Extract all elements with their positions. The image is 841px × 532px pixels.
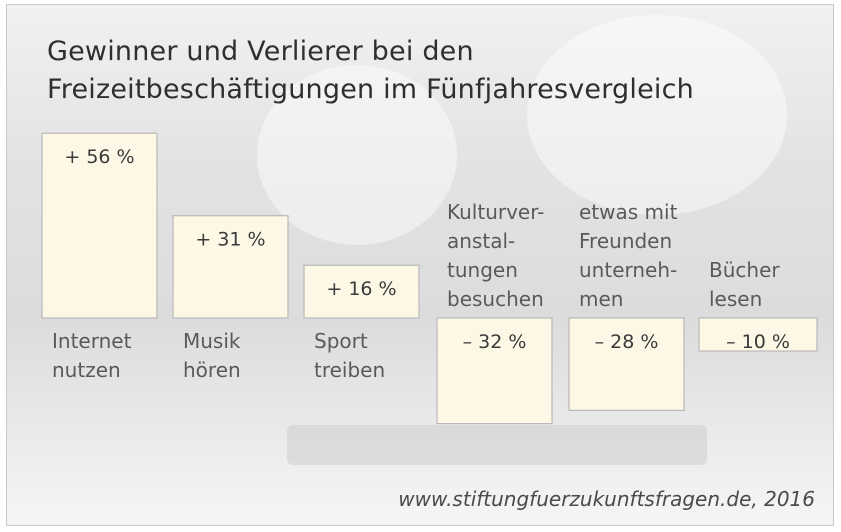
category-label-6-line-2: lesen (709, 287, 762, 311)
category-label-4-line-2: anstal- (447, 229, 515, 253)
chart-title-line-2: Freizeitbeschäftigungen im Fünfjahresver… (47, 74, 694, 105)
background-laptop (287, 425, 707, 465)
category-label-6-line-1: Bücher (709, 258, 780, 282)
value-label-6: – 10 % (726, 331, 790, 353)
category-label-3-line-1: Sport (314, 329, 368, 353)
category-label-1-line-1: Internet (52, 329, 132, 353)
background-blur-2 (527, 15, 787, 215)
category-label-5-line-3: unterneh- (579, 258, 677, 282)
bar-5 (568, 317, 685, 412)
category-label-5-line-2: Freunden (579, 229, 672, 253)
bar-4 (436, 317, 553, 425)
category-label-3: Sport treiben (314, 329, 385, 382)
chart-title: Gewinner und Verlierer bei den Freizeitb… (47, 33, 807, 109)
bar-2 (172, 215, 289, 319)
category-label-2-line-1: Musik (183, 329, 241, 353)
value-label-3: + 16 % (326, 278, 396, 300)
category-label-4: Kulturver-anstal-tungen besuchen (447, 200, 544, 311)
bar-3 (303, 264, 420, 319)
category-label-4-line-3: tungen (447, 258, 518, 282)
category-label-5-line-1: etwas mit (579, 200, 678, 224)
value-label-4: – 32 % (463, 331, 527, 353)
category-label-2: Musik hören (183, 329, 241, 382)
background-blur-1 (257, 65, 457, 245)
category-label-3-line-2: treiben (314, 358, 385, 382)
chart-title-line-1: Gewinner und Verlierer bei den (47, 36, 474, 67)
category-label-4-line-1: Kulturver- (447, 200, 544, 224)
chart-frame: Gewinner und Verlierer bei den Freizeitb… (6, 4, 834, 526)
bar-6 (698, 317, 818, 352)
category-label-4-line-4: besuchen (447, 287, 544, 311)
value-label-1: + 56 % (64, 146, 134, 168)
category-label-2-line-2: hören (183, 358, 241, 382)
bar-1 (41, 132, 158, 319)
category-label-5: etwas mit Freunden unterneh-men (579, 200, 678, 311)
value-label-2: + 31 % (195, 229, 265, 251)
category-label-5-line-4: men (579, 287, 623, 311)
category-label-1-line-2: nutzen (52, 358, 121, 382)
value-label-5: – 28 % (595, 331, 659, 353)
category-label-1: Internet nutzen (52, 329, 132, 382)
source-note: www.stiftungfuerzukunftsfragen.de, 2016 (398, 487, 815, 511)
category-label-6: Bücher lesen (709, 258, 780, 311)
bar-chart: + 56 % Internet nutzen + 31 % Musik hören + 16… (41, 132, 818, 425)
